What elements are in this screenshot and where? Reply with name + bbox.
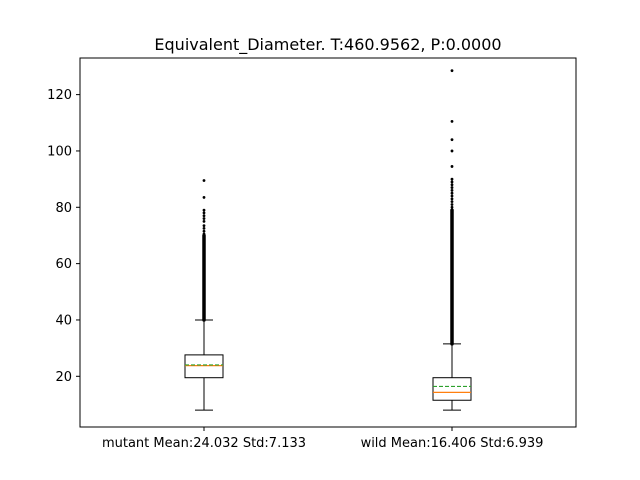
outlier-point	[202, 214, 206, 218]
outlier-point	[202, 179, 206, 182]
outlier-point	[450, 138, 454, 142]
outlier-point	[450, 188, 454, 192]
outlier-point	[202, 208, 206, 212]
outlier-point	[450, 177, 454, 181]
iqr-box	[432, 377, 472, 401]
outlier-point	[450, 186, 454, 189]
outlier-point	[202, 224, 206, 227]
outlier-point	[202, 229, 206, 233]
box-group: wild Mean:16.406 Std:6.939	[361, 69, 544, 451]
y-tick-label: 60	[55, 257, 72, 272]
outlier-point	[202, 232, 206, 236]
outlier-point	[450, 203, 454, 206]
box-group: mutant Mean:24.032 Std:7.133	[102, 179, 306, 451]
y-tick-label: 40	[55, 313, 72, 328]
outlier-point	[202, 196, 206, 199]
iqr-box	[184, 354, 224, 379]
y-tick-label: 100	[47, 144, 72, 159]
outlier-point	[450, 69, 454, 73]
x-tick-label: mutant Mean:24.032 Std:7.133	[102, 436, 306, 451]
x-tick-label: wild Mean:16.406 Std:6.939	[361, 436, 544, 451]
outlier-point	[202, 227, 206, 230]
outlier-point	[450, 180, 454, 184]
outlier-point	[450, 200, 454, 204]
y-tick-label: 120	[47, 88, 72, 103]
outlier-point	[202, 219, 206, 223]
outlier-point	[202, 217, 206, 220]
y-tick-label: 80	[55, 201, 72, 216]
outlier-point	[450, 119, 454, 123]
outlier-point	[450, 165, 454, 168]
outlier-point	[202, 211, 206, 215]
outlier-point	[450, 194, 454, 198]
y-tick-label: 20	[55, 370, 72, 385]
outlier-point	[450, 197, 454, 201]
outlier-point	[450, 205, 454, 209]
outlier-point	[450, 149, 454, 153]
outlier-point	[450, 183, 454, 187]
chart-title: Equivalent_Diameter. T:460.9562, P:0.000…	[154, 35, 501, 55]
outlier-point	[450, 191, 454, 195]
plot-area: 20 40 60 80 100 120 mutant Mean:24.032 Std:7.1…	[47, 69, 543, 451]
plot-frame	[79, 57, 577, 428]
